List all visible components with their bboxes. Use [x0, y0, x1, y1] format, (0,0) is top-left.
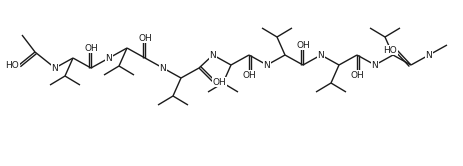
Text: HO: HO — [5, 60, 19, 70]
Text: N: N — [159, 64, 166, 73]
Text: OH: OH — [213, 78, 226, 86]
Text: OH: OH — [138, 34, 151, 42]
Text: OH: OH — [242, 71, 255, 80]
Text: N: N — [51, 64, 58, 73]
Text: N: N — [425, 50, 432, 59]
Text: N: N — [209, 50, 216, 59]
Text: N: N — [263, 60, 270, 70]
Text: N: N — [371, 60, 377, 70]
Text: OH: OH — [295, 41, 309, 49]
Text: OH: OH — [84, 43, 98, 52]
Text: HO: HO — [382, 45, 396, 54]
Text: N: N — [106, 53, 112, 63]
Text: OH: OH — [350, 71, 363, 80]
Text: N: N — [317, 50, 324, 59]
